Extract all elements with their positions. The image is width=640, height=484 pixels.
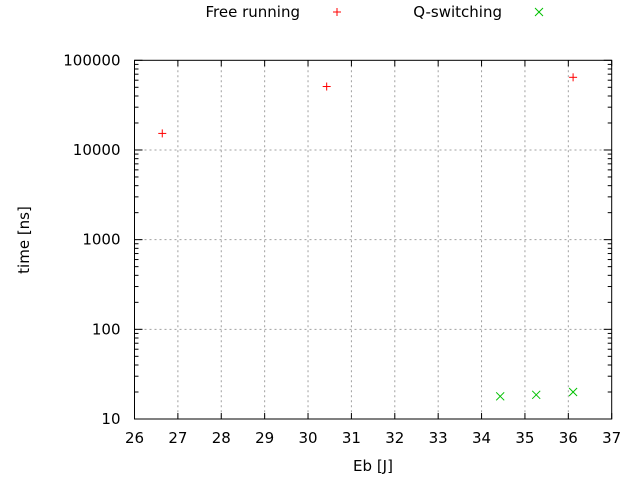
x-tick-label: 31 — [342, 429, 361, 447]
axis-ticks: 26 27 28 29 30 31 32 33 34 35 36 37 10 100 1000 10000 10… — [63, 51, 621, 447]
x-axis-label: Eb [J] — [353, 457, 393, 475]
x-tick-label: 32 — [385, 429, 404, 447]
data-point-free-running — [158, 129, 167, 138]
x-tick-label: 28 — [212, 429, 231, 447]
x-tick-label: 34 — [472, 429, 491, 447]
x-tick-label: 26 — [125, 429, 144, 447]
x-tick-label: 27 — [168, 429, 187, 447]
legend-cross-icon — [534, 7, 544, 17]
legend-marker-q-switching — [534, 7, 544, 17]
legend-marker-free-running — [333, 8, 341, 16]
x-tick-label: 29 — [255, 429, 274, 447]
x-tick-label: 33 — [429, 429, 448, 447]
data-point-q-switching — [531, 390, 541, 400]
data-point-free-running — [569, 73, 578, 82]
data-point-q-switching — [495, 391, 505, 401]
grid — [134, 60, 612, 419]
y-axis-label: time [ns] — [15, 206, 33, 274]
legend-label-q-switching: Q-switching — [413, 3, 502, 21]
x-tick-label: 37 — [602, 429, 621, 447]
y-tick-label: 100 — [92, 320, 121, 338]
y-tick-label: 10000 — [73, 141, 121, 159]
y-tick-label: 100000 — [63, 51, 120, 69]
legend-label-free-running: Free running — [206, 3, 300, 21]
data-points — [158, 73, 578, 401]
x-tick-label: 30 — [298, 429, 317, 447]
legend: Free running Q-switching — [206, 3, 544, 21]
y-tick-label: 10 — [101, 410, 120, 428]
data-point-q-switching — [568, 387, 578, 397]
x-tick-label: 36 — [559, 429, 578, 447]
data-point-free-running — [322, 82, 331, 91]
y-tick-label: 1000 — [82, 231, 120, 249]
plot-frame — [134, 59, 613, 420]
legend-plus-icon — [333, 8, 341, 16]
x-tick-label: 35 — [515, 429, 534, 447]
